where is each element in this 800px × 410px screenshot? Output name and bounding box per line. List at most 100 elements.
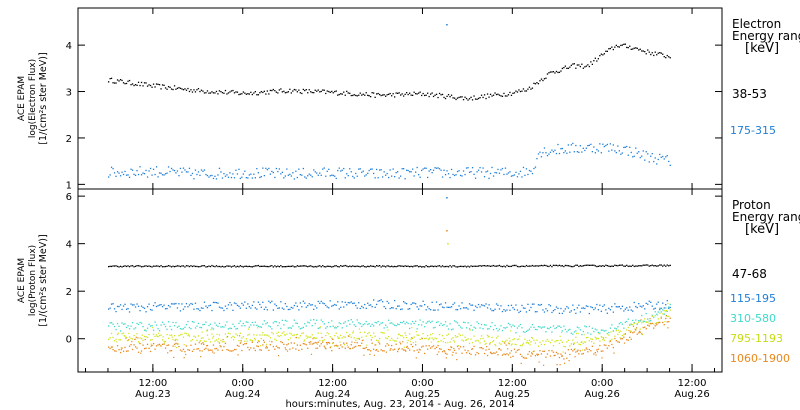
- data-point: [242, 304, 244, 306]
- data-point: [611, 343, 613, 346]
- data-point: [437, 167, 439, 169]
- data-point: [441, 335, 444, 337]
- data-point: [154, 348, 156, 350]
- data-point: [133, 328, 135, 330]
- data-point: [486, 354, 489, 357]
- data-point: [632, 310, 634, 312]
- data-point: [588, 325, 590, 328]
- data-point: [624, 265, 626, 267]
- data-point: [418, 174, 420, 176]
- data-point: [385, 266, 387, 268]
- data-point: [217, 325, 219, 327]
- data-point: [141, 334, 143, 336]
- data-point: [555, 264, 558, 266]
- data-point: [450, 306, 453, 308]
- data-point: [416, 265, 418, 267]
- data-point: [338, 308, 340, 310]
- data-point: [283, 343, 285, 345]
- data-point: [292, 325, 294, 327]
- data-point: [566, 331, 568, 333]
- data-point: [554, 72, 556, 74]
- data-point: [633, 155, 635, 157]
- data-point: [542, 79, 544, 82]
- data-point: [295, 322, 297, 324]
- data-point: [509, 265, 511, 268]
- data-point: [194, 91, 197, 93]
- data-point: [630, 338, 632, 340]
- data-point: [380, 94, 382, 97]
- data-point: [190, 302, 192, 305]
- data-point: [524, 338, 526, 340]
- data-point: [440, 340, 442, 342]
- data-point: [214, 175, 216, 177]
- data-point: [346, 342, 348, 344]
- data-point: [584, 66, 586, 68]
- data-point: [284, 175, 286, 177]
- data-point: [438, 333, 441, 336]
- data-point: [588, 264, 590, 266]
- data-point: [588, 348, 590, 351]
- data-point: [181, 328, 183, 330]
- data-point: [262, 344, 264, 346]
- data-point: [465, 339, 468, 341]
- data-point: [621, 305, 623, 307]
- data-point: [633, 322, 635, 324]
- data-point: [266, 322, 268, 324]
- data-point: [119, 265, 122, 267]
- data-point: [660, 307, 662, 309]
- data-point: [632, 332, 634, 334]
- data-point: [316, 307, 318, 309]
- data-point: [609, 309, 611, 311]
- data-point: [250, 339, 252, 341]
- data-point: [586, 348, 588, 350]
- data-point: [203, 301, 206, 303]
- data-point: [507, 172, 510, 174]
- data-point: [445, 357, 447, 359]
- data-point: [277, 92, 279, 94]
- data-point: [516, 91, 519, 93]
- data-point: [605, 329, 607, 332]
- data-point: [200, 307, 203, 309]
- data-point: [590, 333, 592, 335]
- data-point: [305, 265, 307, 267]
- data-point: [220, 91, 222, 93]
- data-point: [253, 173, 255, 175]
- data-point: [313, 342, 315, 345]
- data-point: [645, 321, 647, 323]
- data-point: [113, 350, 116, 352]
- data-point: [497, 330, 499, 332]
- data-point: [582, 330, 584, 333]
- data-point: [299, 265, 301, 267]
- data-point: [527, 173, 529, 176]
- data-point: [521, 304, 523, 307]
- data-point: [209, 341, 212, 343]
- data-point: [293, 178, 295, 180]
- x-tick-label: Aug.25: [495, 389, 530, 400]
- data-point: [367, 333, 369, 335]
- data-point: [337, 265, 339, 268]
- data-point: [532, 351, 534, 353]
- data-point: [666, 300, 668, 302]
- data-point: [491, 95, 493, 97]
- data-point: [656, 322, 658, 324]
- data-point: [440, 348, 442, 350]
- data-point: [331, 266, 333, 268]
- data-point: [175, 265, 177, 267]
- data-point: [373, 348, 375, 350]
- data-point: [450, 266, 453, 268]
- data-point: [476, 171, 478, 173]
- data-point: [516, 327, 519, 329]
- data-point: [644, 320, 646, 323]
- data-point: [635, 305, 637, 308]
- data-point: [587, 351, 589, 353]
- data-point: [527, 329, 529, 331]
- data-point: [227, 332, 230, 334]
- data-point: [422, 266, 424, 268]
- data-point: [386, 337, 388, 340]
- data-point: [182, 89, 185, 91]
- data-point: [615, 152, 617, 154]
- data-point: [474, 327, 477, 329]
- data-point: [157, 265, 159, 267]
- data-point: [172, 338, 174, 341]
- data-point: [566, 357, 568, 359]
